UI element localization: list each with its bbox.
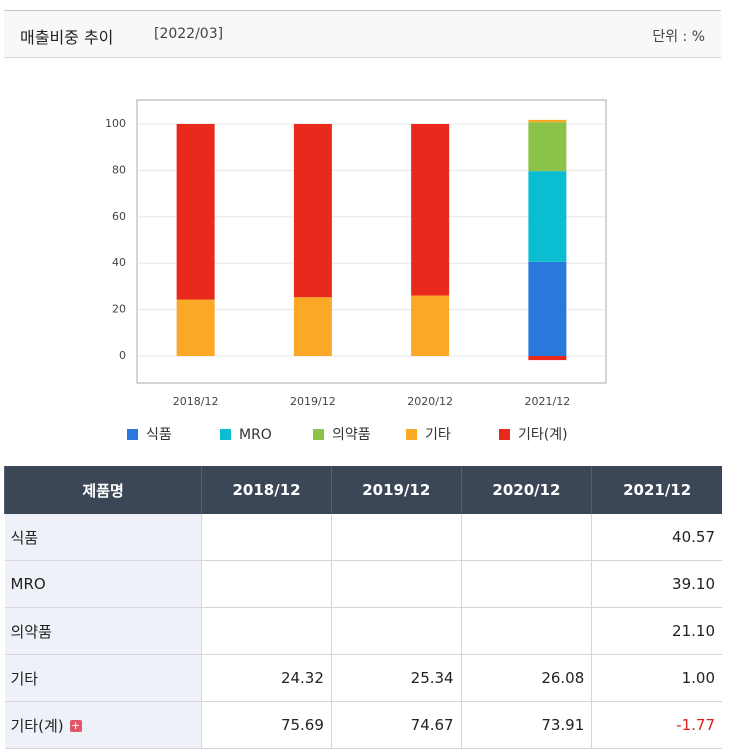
- bar-segment: [528, 122, 567, 172]
- row-label: 식품: [4, 514, 202, 561]
- column-header: 2019/12: [330, 466, 462, 514]
- cell: [201, 560, 332, 608]
- cell: 24.32: [201, 654, 332, 702]
- header-row: 제품명 2018/12 2019/12 2020/12 2021/12: [3, 466, 722, 514]
- chart: 0 20 40 60 80 100 2018/12 2019/12 2020/12 2021/12…: [105, 99, 607, 443]
- bar-segment: [528, 171, 567, 262]
- column-header: 2020/12: [460, 466, 592, 514]
- row-label-text: MRO: [10, 575, 46, 593]
- row-label-text: 기타(계): [10, 716, 64, 735]
- bar-segment: [293, 297, 332, 356]
- row-label: 기타(계) +: [4, 701, 202, 749]
- legend-swatch: [127, 429, 138, 440]
- header: 매출비중 추이 [2022/03] 단위 : %: [4, 10, 721, 58]
- legend-label: 식품: [146, 427, 172, 443]
- row-label-text: 기타: [10, 669, 39, 688]
- bar-segment: [293, 123, 332, 298]
- row: 기타(계) +75.69 74.67 73.91 -1.77: [4, 701, 722, 749]
- y-tick-label: 60: [112, 210, 126, 223]
- cell: [460, 607, 592, 655]
- date: [2022/03]: [154, 26, 224, 42]
- unit: 단위 : %: [652, 29, 705, 45]
- legend-label: MRO: [239, 427, 272, 443]
- cell: 26.08: [460, 654, 592, 702]
- legend-swatch: [499, 429, 510, 440]
- column-header: 2018/12: [201, 466, 332, 514]
- cell: -1.77: [591, 701, 722, 749]
- cell: [460, 560, 592, 608]
- cell: 73.91: [460, 701, 592, 749]
- y-tick-label: 100: [105, 117, 126, 130]
- column-header: 제품명: [3, 466, 202, 514]
- cell: 74.67: [330, 701, 462, 749]
- legend-swatch: [313, 429, 324, 440]
- bar-segment: [528, 261, 567, 356]
- row: 식품 40.57: [4, 514, 722, 561]
- row-label: 기타: [4, 654, 202, 702]
- x-tick-label: 2019/12: [290, 395, 336, 408]
- cell: 39.10: [591, 560, 722, 608]
- plot-frame: [136, 99, 607, 384]
- row-label: MRO: [4, 560, 202, 608]
- bar-segment: [411, 295, 450, 356]
- y-tick-label: 80: [112, 163, 126, 176]
- cell: [460, 514, 592, 561]
- title: 매출비중 추이: [20, 28, 114, 47]
- legend-swatch: [406, 429, 417, 440]
- cell: [201, 607, 332, 655]
- row: 기타 24.32 25.34 26.08 1.00: [4, 654, 722, 702]
- column-header: 2021/12: [591, 466, 722, 514]
- x-tick-label: 2018/12: [173, 395, 219, 408]
- cell: 21.10: [591, 607, 722, 655]
- bar-segment: [411, 124, 450, 296]
- x-tick-label: 2020/12: [407, 395, 453, 408]
- cell: 75.69: [201, 701, 332, 749]
- expand-button[interactable]: +: [69, 719, 82, 732]
- bar-segment: [528, 355, 567, 361]
- cell: [330, 514, 462, 561]
- cell: 25.34: [330, 654, 462, 702]
- y-tick-label: 0: [119, 349, 126, 362]
- bar-segment: [528, 119, 567, 123]
- data-table: 제품명 2018/12 2019/12 2020/12 2021/12 식품 40.57 MR…: [3, 466, 722, 749]
- cell: 1.00: [591, 654, 722, 702]
- x-tick-label: 2021/12: [525, 395, 571, 408]
- legend-label: 기타(계): [518, 427, 568, 443]
- row-label-text: 식품: [10, 528, 39, 547]
- bar-segment: [176, 299, 215, 356]
- bar-segment: [176, 123, 215, 300]
- row: 의약품 21.10: [4, 607, 722, 655]
- y-tick-label: 40: [112, 256, 126, 269]
- legend-swatch: [220, 429, 231, 440]
- legend-label: 기타: [425, 427, 451, 443]
- cell: 40.57: [591, 514, 722, 561]
- row-label: 의약품: [4, 607, 202, 655]
- cell: [201, 514, 332, 561]
- row-label-text: 의약품: [10, 622, 52, 641]
- row: MRO 39.10: [4, 560, 722, 608]
- legend-label: 의약품: [332, 427, 371, 443]
- cell: [330, 560, 462, 608]
- y-tick-label: 20: [112, 303, 126, 316]
- cell: [330, 607, 462, 655]
